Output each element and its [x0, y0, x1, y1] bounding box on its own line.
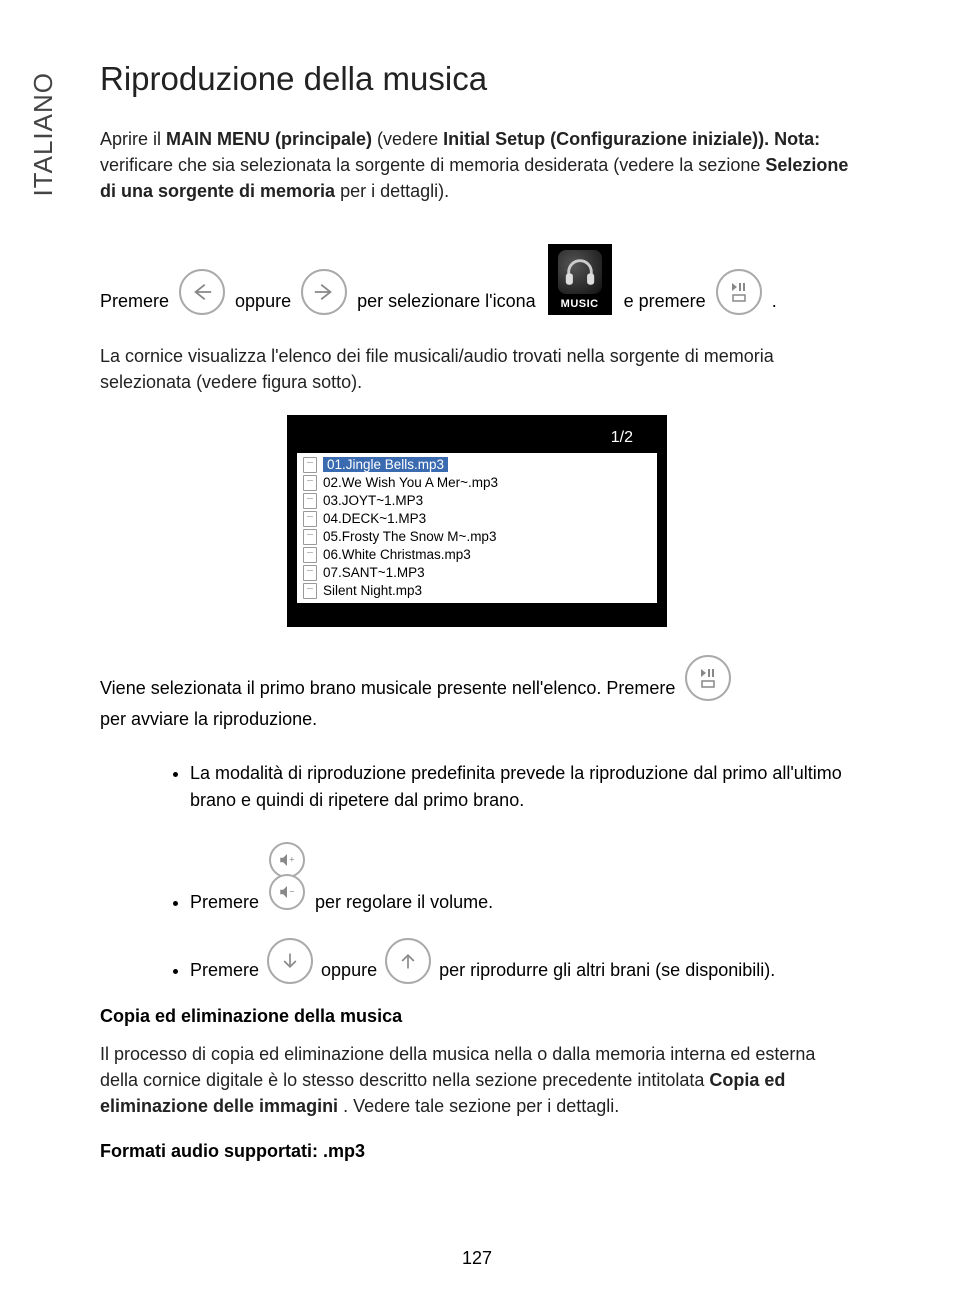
text: . [772, 289, 777, 314]
text: per selezionare l'icona [357, 289, 536, 314]
headphones-icon [558, 250, 602, 294]
text: e premere [624, 289, 706, 314]
screenshot-counter: 1/2 [297, 427, 657, 453]
right-arrow-icon [301, 269, 347, 315]
file-icon [303, 583, 317, 599]
list-item: Premere oppure per riprodurre gli altri … [190, 938, 854, 984]
file-name: 01.Jingle Bells.mp3 [323, 457, 448, 472]
file-icon [303, 529, 317, 545]
play-pause-icon [685, 655, 731, 701]
text: per regolare il volume. [315, 889, 493, 916]
svg-text:−: − [289, 886, 294, 896]
text: per riprodurre gli altri brani (se dispo… [439, 957, 775, 984]
file-row: 03.JOYT~1.MP3 [303, 492, 651, 510]
music-label: MUSIC [561, 297, 599, 312]
file-row: 02.We Wish You A Mer~.mp3 [303, 474, 651, 492]
music-icon-badge: MUSIC [548, 244, 612, 314]
text: oppure [321, 957, 377, 984]
text: Premere [190, 889, 259, 916]
file-row: 05.Frosty The Snow M~.mp3 [303, 528, 651, 546]
file-name: 06.White Christmas.mp3 [323, 547, 471, 562]
subheading-formats: Formati audio supportati: .mp3 [100, 1141, 854, 1162]
left-arrow-icon [179, 269, 225, 315]
text: per avviare la riproduzione. [100, 707, 317, 732]
file-icon [303, 547, 317, 563]
instruction-row-2: Viene selezionata il primo brano musical… [100, 655, 854, 732]
file-row: Silent Night.mp3 [303, 582, 651, 600]
file-icon [303, 475, 317, 491]
language-tab: ITALIANO [28, 72, 59, 197]
file-icon [303, 457, 317, 473]
subheading-copy-delete: Copia ed eliminazione della musica [100, 1006, 854, 1027]
bullet-list: La modalità di riproduzione predefinita … [100, 760, 854, 984]
paragraph-2: La cornice visualizza l'elenco dei file … [100, 343, 854, 395]
file-row: 04.DECK~1.MP3 [303, 510, 651, 528]
instruction-row-1: Premere oppure per selezionare l'icona M… [100, 244, 854, 314]
file-list-screenshot: 1/2 01.Jingle Bells.mp3 02.We Wish You A … [287, 415, 667, 627]
intro-paragraph: Aprire il MAIN MENU (principale) (vedere… [100, 126, 854, 204]
svg-text:+: + [289, 854, 294, 864]
up-arrow-icon [385, 938, 431, 984]
file-row: 07.SANT~1.MP3 [303, 564, 651, 582]
text: Premere [100, 289, 169, 314]
text: (vedere [377, 129, 443, 149]
page-title: Riproduzione della musica [100, 60, 854, 98]
file-name: 07.SANT~1.MP3 [323, 565, 425, 580]
file-list: 01.Jingle Bells.mp3 02.We Wish You A Mer~… [297, 453, 657, 603]
file-name: 03.JOYT~1.MP3 [323, 493, 423, 508]
file-icon [303, 565, 317, 581]
file-icon [303, 511, 317, 527]
file-name: 02.We Wish You A Mer~.mp3 [323, 475, 498, 490]
file-row: 01.Jingle Bells.mp3 [303, 456, 651, 474]
file-name: 05.Frosty The Snow M~.mp3 [323, 529, 496, 544]
text: Premere [190, 957, 259, 984]
file-name: 04.DECK~1.MP3 [323, 511, 426, 526]
play-pause-icon [716, 269, 762, 315]
file-name: Silent Night.mp3 [323, 583, 422, 598]
list-item: Premere + − per regolare il volume. [190, 836, 854, 916]
file-icon [303, 493, 317, 509]
text-bold: MAIN MENU (principale) [166, 129, 372, 149]
text: oppure [235, 289, 291, 314]
text: Aprire il [100, 129, 166, 149]
text: . Vedere tale sezione per i dettagli. [343, 1096, 619, 1116]
down-arrow-icon [267, 938, 313, 984]
page-number: 127 [0, 1248, 954, 1269]
text: verificare che sia selezionata la sorgen… [100, 155, 765, 175]
file-row: 06.White Christmas.mp3 [303, 546, 651, 564]
list-item: La modalità di riproduzione predefinita … [190, 760, 854, 814]
paragraph-3: Il processo di copia ed eliminazione del… [100, 1041, 854, 1119]
text-bold: Initial Setup (Configurazione iniziale))… [443, 129, 820, 149]
text: per i dettagli). [340, 181, 449, 201]
volume-up-down-icon: + − [267, 836, 307, 916]
text: Viene selezionata il primo brano musical… [100, 676, 675, 701]
